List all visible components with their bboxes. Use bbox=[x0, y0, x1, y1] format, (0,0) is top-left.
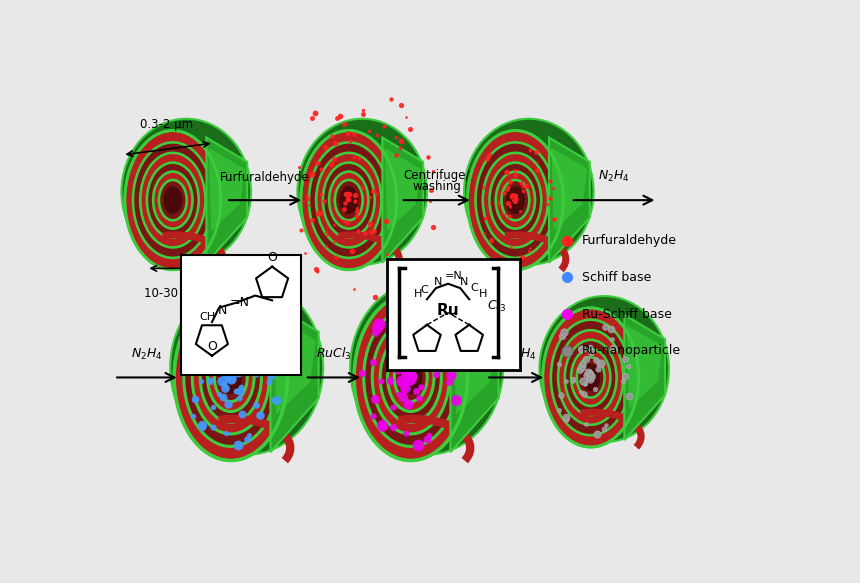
Ellipse shape bbox=[316, 153, 381, 247]
Polygon shape bbox=[453, 315, 495, 415]
Ellipse shape bbox=[200, 333, 261, 422]
Ellipse shape bbox=[395, 353, 427, 402]
Polygon shape bbox=[273, 315, 316, 415]
Text: C: C bbox=[470, 283, 478, 293]
Ellipse shape bbox=[539, 296, 669, 442]
Ellipse shape bbox=[133, 142, 212, 258]
Ellipse shape bbox=[354, 294, 468, 461]
Text: N: N bbox=[433, 277, 442, 287]
Text: Schiff base: Schiff base bbox=[582, 271, 651, 284]
Ellipse shape bbox=[543, 308, 639, 447]
Ellipse shape bbox=[543, 308, 639, 447]
Ellipse shape bbox=[174, 294, 287, 461]
Text: CH: CH bbox=[200, 312, 216, 322]
Ellipse shape bbox=[153, 171, 193, 229]
Text: Furfuraldehyde: Furfuraldehyde bbox=[582, 234, 677, 247]
Ellipse shape bbox=[372, 321, 449, 434]
Ellipse shape bbox=[476, 142, 556, 258]
Ellipse shape bbox=[315, 141, 396, 259]
Ellipse shape bbox=[174, 294, 287, 461]
Text: =N: =N bbox=[445, 271, 463, 281]
Ellipse shape bbox=[558, 330, 624, 425]
Ellipse shape bbox=[214, 353, 247, 402]
Ellipse shape bbox=[193, 321, 269, 434]
Text: $RuCl_3$: $RuCl_3$ bbox=[316, 346, 352, 361]
Text: Centrifuge/: Centrifuge/ bbox=[403, 169, 470, 182]
Ellipse shape bbox=[495, 171, 535, 229]
Text: Furfuraldehyde: Furfuraldehyde bbox=[220, 171, 310, 184]
Polygon shape bbox=[549, 138, 590, 263]
Text: N: N bbox=[218, 304, 227, 317]
Ellipse shape bbox=[298, 119, 427, 265]
Ellipse shape bbox=[464, 119, 593, 265]
Ellipse shape bbox=[339, 186, 359, 214]
Ellipse shape bbox=[322, 163, 375, 238]
Ellipse shape bbox=[399, 361, 422, 394]
Ellipse shape bbox=[335, 180, 363, 220]
Text: Ru-Schiff base: Ru-Schiff base bbox=[582, 308, 672, 321]
Polygon shape bbox=[551, 148, 587, 231]
Ellipse shape bbox=[309, 142, 389, 258]
Ellipse shape bbox=[557, 318, 639, 437]
Text: $N_2H_4$: $N_2H_4$ bbox=[131, 347, 163, 361]
Ellipse shape bbox=[301, 131, 396, 270]
Polygon shape bbox=[627, 325, 663, 409]
Text: Ru-nanoparticle: Ru-nanoparticle bbox=[582, 345, 681, 357]
Ellipse shape bbox=[159, 180, 187, 220]
Ellipse shape bbox=[380, 333, 441, 422]
Ellipse shape bbox=[163, 186, 182, 214]
Ellipse shape bbox=[489, 163, 541, 238]
Ellipse shape bbox=[565, 340, 617, 415]
Polygon shape bbox=[270, 303, 318, 452]
Polygon shape bbox=[206, 138, 247, 263]
Ellipse shape bbox=[506, 186, 525, 214]
Ellipse shape bbox=[482, 153, 548, 247]
Ellipse shape bbox=[372, 307, 468, 448]
Text: H: H bbox=[414, 289, 422, 299]
Ellipse shape bbox=[219, 361, 243, 394]
Polygon shape bbox=[209, 148, 245, 231]
Ellipse shape bbox=[207, 343, 254, 412]
Ellipse shape bbox=[350, 280, 503, 455]
Ellipse shape bbox=[364, 308, 458, 447]
Polygon shape bbox=[624, 315, 665, 440]
Ellipse shape bbox=[571, 349, 611, 406]
Ellipse shape bbox=[147, 163, 199, 238]
Ellipse shape bbox=[551, 319, 630, 436]
Ellipse shape bbox=[501, 180, 529, 220]
Text: 10-30 nm: 10-30 nm bbox=[144, 287, 201, 300]
Ellipse shape bbox=[329, 171, 368, 229]
Text: C: C bbox=[421, 285, 428, 294]
Ellipse shape bbox=[577, 357, 605, 398]
Ellipse shape bbox=[581, 364, 600, 391]
Text: washing: washing bbox=[412, 180, 461, 194]
Polygon shape bbox=[383, 138, 423, 263]
Text: O: O bbox=[267, 251, 277, 264]
Polygon shape bbox=[384, 148, 421, 231]
Ellipse shape bbox=[184, 308, 278, 447]
Text: H: H bbox=[479, 289, 488, 299]
Ellipse shape bbox=[170, 280, 323, 455]
Text: $NaBH_4$: $NaBH_4$ bbox=[495, 347, 537, 361]
Ellipse shape bbox=[354, 294, 468, 461]
Ellipse shape bbox=[482, 141, 563, 259]
Text: O: O bbox=[207, 340, 217, 353]
Ellipse shape bbox=[139, 141, 221, 259]
Text: $Cl_3$: $Cl_3$ bbox=[487, 298, 506, 314]
Ellipse shape bbox=[191, 307, 287, 448]
Ellipse shape bbox=[125, 131, 221, 270]
Ellipse shape bbox=[121, 119, 251, 265]
Ellipse shape bbox=[467, 131, 563, 270]
Ellipse shape bbox=[125, 131, 221, 270]
Text: Ru: Ru bbox=[437, 303, 459, 318]
Text: =N: =N bbox=[230, 296, 250, 310]
Ellipse shape bbox=[301, 131, 396, 270]
Ellipse shape bbox=[467, 131, 563, 270]
Text: N: N bbox=[460, 277, 469, 287]
Ellipse shape bbox=[388, 343, 434, 412]
Ellipse shape bbox=[140, 153, 206, 247]
Text: 0.3-2 μm: 0.3-2 μm bbox=[140, 118, 194, 131]
Text: $N_2H_4$: $N_2H_4$ bbox=[599, 169, 630, 184]
Polygon shape bbox=[451, 303, 499, 452]
